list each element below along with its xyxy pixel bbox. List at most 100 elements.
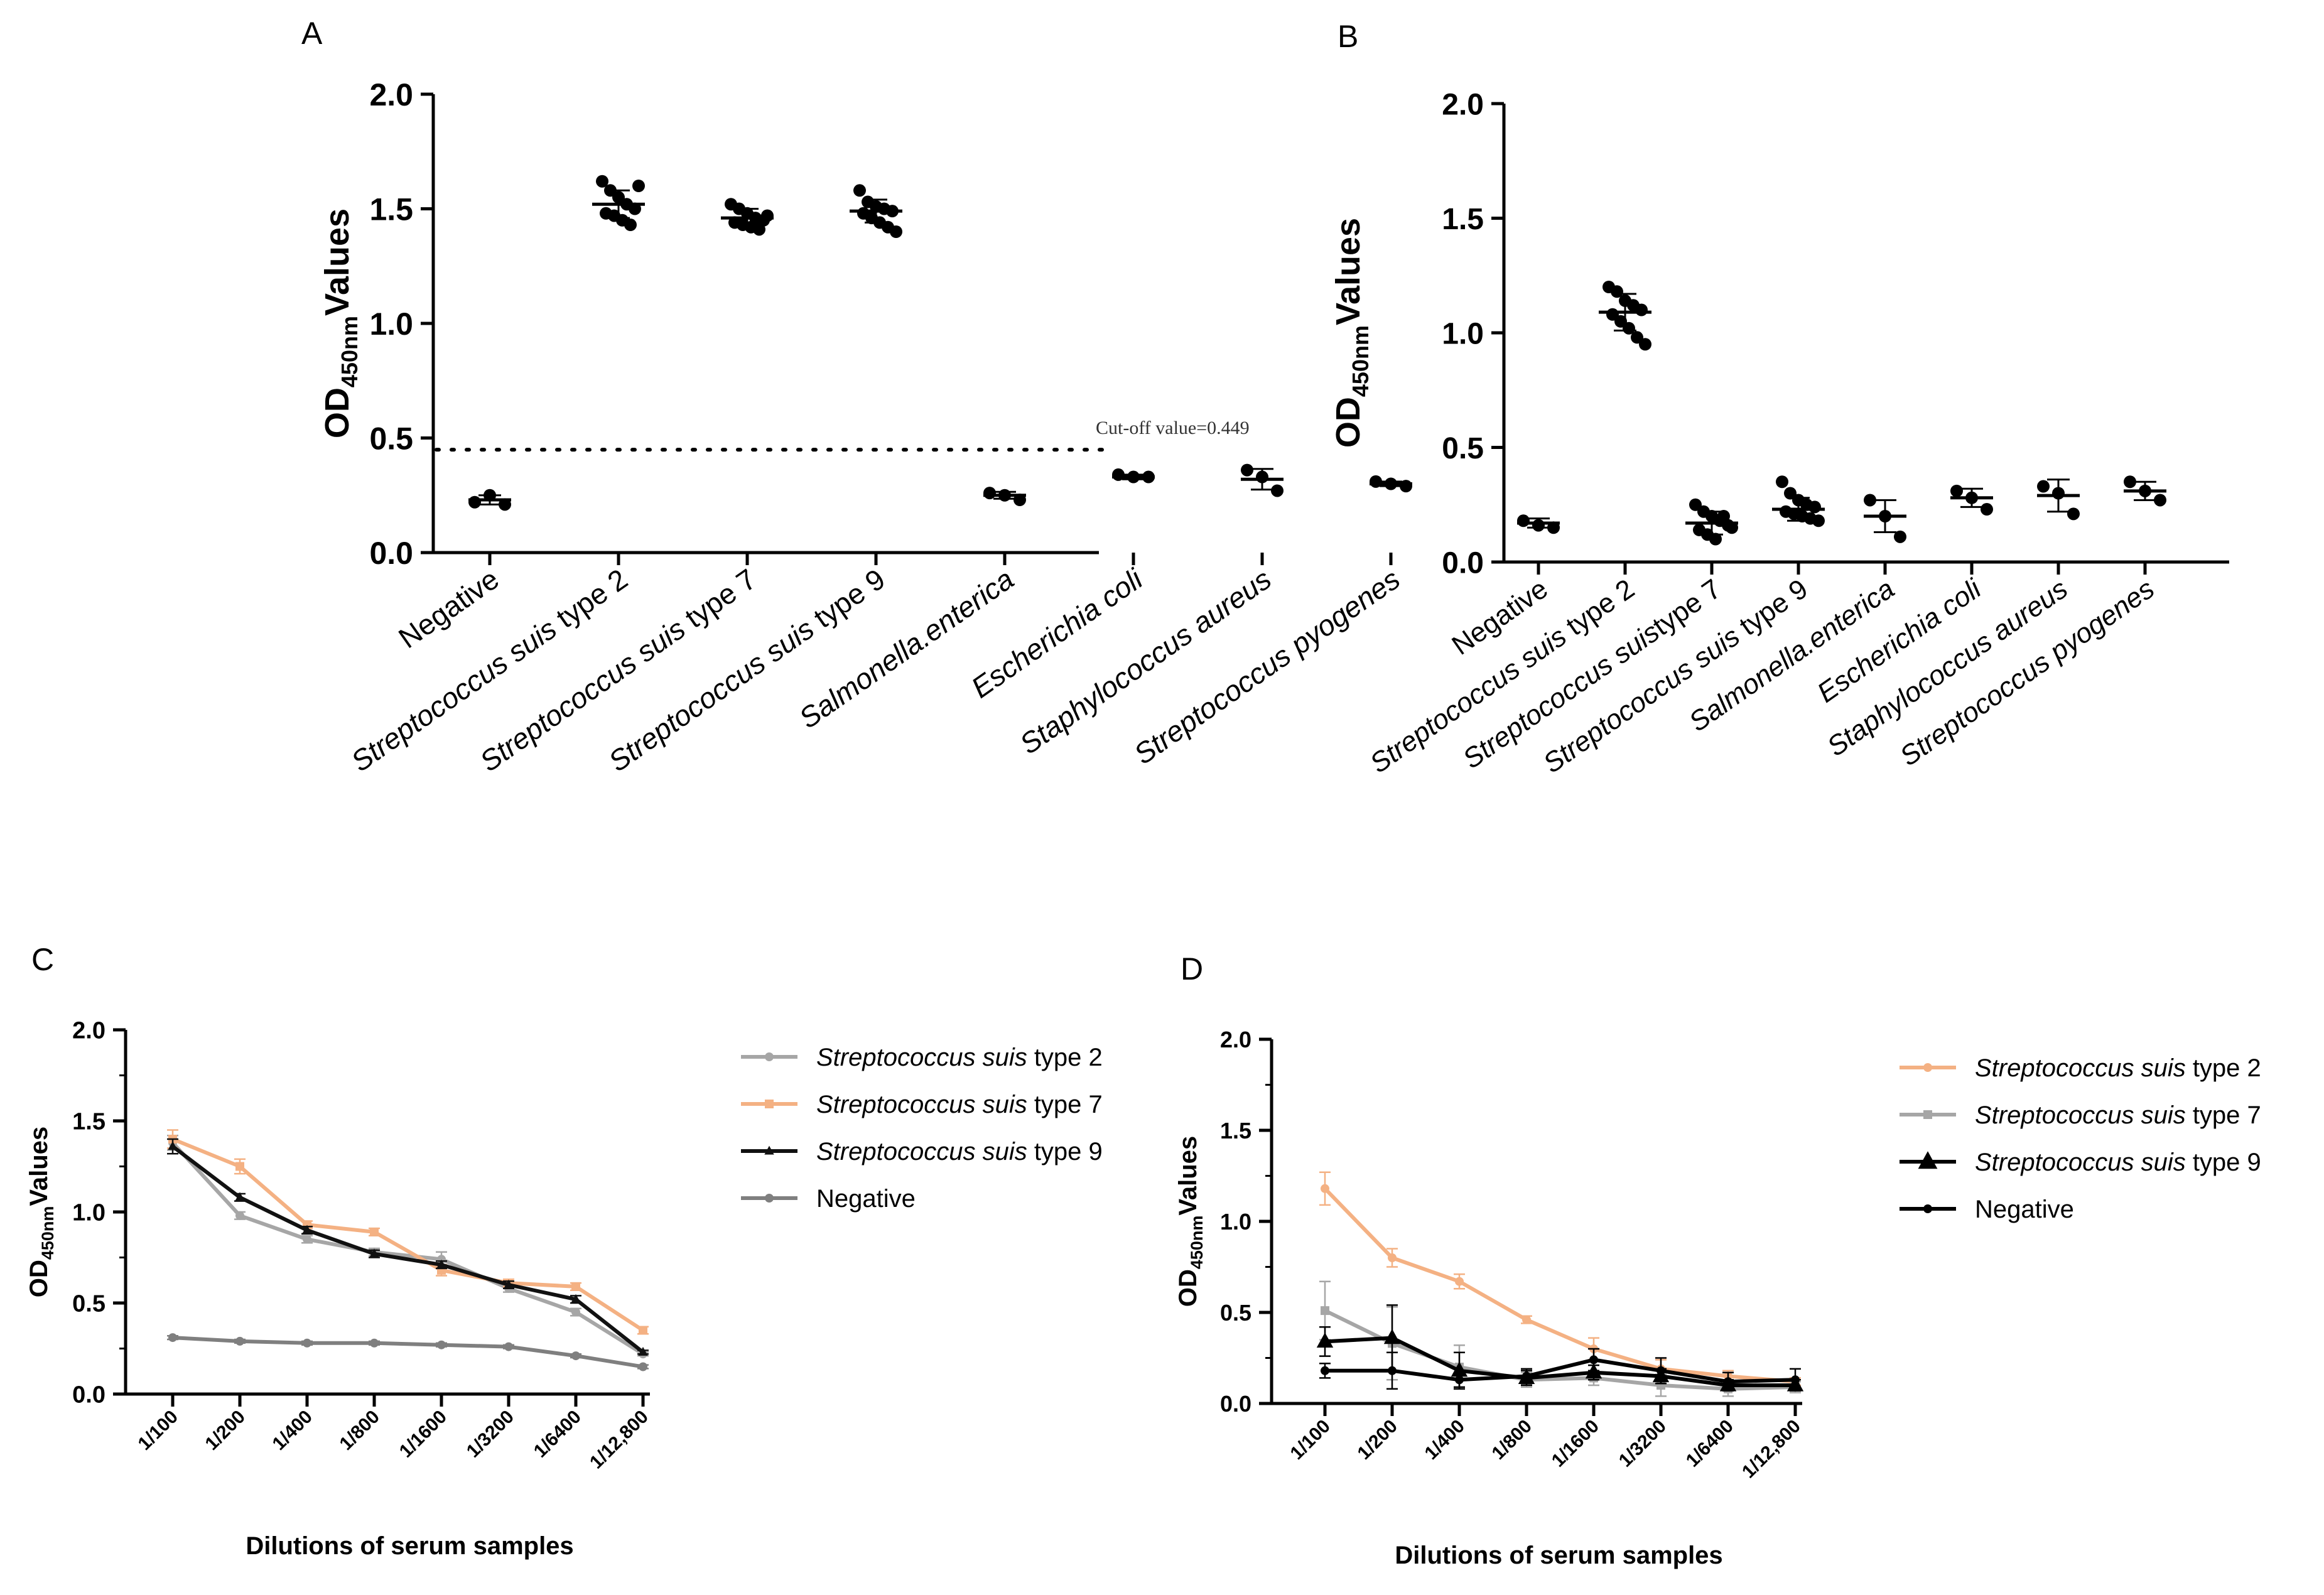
x-category-label-text: Negative	[392, 563, 505, 655]
y-tick-label: 2.0	[369, 77, 413, 112]
series-marker	[303, 1338, 311, 1348]
x-category-label: 1/800	[336, 1407, 384, 1454]
y-tick-label: 0.0	[72, 1382, 105, 1408]
y-axis-label-main: OD	[25, 1260, 53, 1297]
legend-marker	[1923, 1110, 1932, 1119]
legend-marker	[1918, 1151, 1938, 1169]
data-point	[1112, 468, 1125, 481]
panel-letter: A	[301, 16, 323, 51]
data-point	[2067, 507, 2080, 521]
legend-label: Negative	[1975, 1196, 2074, 1223]
data-point	[2037, 480, 2050, 493]
legend-label-rest: type 9	[1027, 1138, 1103, 1165]
legend-label: Negative	[816, 1185, 916, 1213]
series-marker	[1657, 1366, 1665, 1375]
x-category-label: 1/800	[1488, 1416, 1536, 1464]
x-category-label: 1/400	[1421, 1416, 1469, 1464]
series-marker	[504, 1279, 514, 1289]
x-category-label: Negative	[392, 563, 505, 655]
x-category-label: 1/12,800	[1738, 1416, 1805, 1483]
legend-label: Streptococcus suis type 7	[1975, 1101, 2261, 1129]
panel-letter: B	[1338, 19, 1358, 54]
series-marker	[369, 1248, 379, 1258]
y-tick-label: 1.5	[72, 1109, 105, 1135]
y-axis-label-subscript: 450nm	[337, 316, 362, 387]
data-point	[1709, 533, 1722, 546]
y-tick-label: 1.0	[72, 1200, 105, 1226]
y-tick-label: 0.0	[1442, 546, 1484, 580]
data-point	[1864, 494, 1876, 507]
data-point	[468, 495, 481, 509]
x-category-label-italic: Streptococcus suis	[474, 612, 691, 778]
legend-marker	[765, 1052, 774, 1061]
series-marker	[639, 1326, 647, 1335]
series-marker	[1589, 1355, 1598, 1365]
x-category-label-rest: type 2	[544, 563, 634, 639]
data-point	[596, 175, 608, 188]
series-marker	[1455, 1277, 1464, 1286]
data-point	[1241, 463, 1253, 477]
series-marker	[1321, 1366, 1329, 1375]
legend-marker	[765, 1194, 774, 1203]
x-category-label: 1/200	[202, 1407, 249, 1454]
legend-label-rest: type 7	[1027, 1091, 1103, 1118]
series-marker	[303, 1235, 311, 1244]
panel-c: C 0.0 0.5 1.0 1.5 2.0 OD450nmValues 1/100 1/200 1…	[25, 942, 1103, 1560]
x-category-label: 1/1600	[1548, 1416, 1603, 1471]
series-marker	[370, 1227, 379, 1236]
data-point	[1623, 322, 1635, 335]
series-marker	[1455, 1375, 1464, 1385]
series-marker	[504, 1342, 513, 1351]
series-marker	[571, 1294, 581, 1303]
x-category-label: 1/1600	[396, 1407, 451, 1462]
data-point	[1981, 503, 1993, 516]
x-category-label: 1/6400	[1682, 1416, 1738, 1471]
y-tick-label: 1.5	[1442, 203, 1484, 236]
series-line	[171, 1145, 644, 1354]
x-category-label: Salmonella.enterica	[793, 563, 1020, 735]
series-marker	[1724, 1377, 1732, 1387]
legend-marker	[1923, 1063, 1932, 1072]
y-tick-label: 0.5	[1220, 1300, 1251, 1326]
legend-label-text: Negative	[1975, 1196, 2074, 1223]
x-axis-label: Dilutions of serum samples	[246, 1532, 573, 1560]
y-axis-label-main: OD	[318, 387, 356, 438]
series-2	[167, 1129, 649, 1335]
data-point	[1611, 285, 1623, 298]
x-category-label: 1/100	[1287, 1416, 1334, 1464]
x-category-label: 1/3200	[463, 1407, 518, 1462]
legend-label: Streptococcus suis type 7	[816, 1091, 1103, 1118]
legend-label: Streptococcus suis type 2	[816, 1044, 1103, 1071]
data-point	[1950, 484, 1963, 497]
legend-label-italic: Streptococcus suis	[1975, 1101, 2186, 1129]
y-tick-label: 0.5	[1442, 432, 1484, 465]
data-point	[1271, 484, 1284, 497]
series-marker	[235, 1336, 244, 1346]
series-4	[167, 1333, 649, 1371]
series-3	[167, 1138, 649, 1356]
series-marker	[235, 1192, 245, 1201]
series-marker	[168, 1333, 177, 1343]
series-marker	[1522, 1315, 1531, 1324]
y-tick-label: 0.0	[1220, 1391, 1251, 1417]
x-category-label: 1/3200	[1615, 1416, 1670, 1471]
series-marker	[1388, 1253, 1397, 1262]
x-category-label-text: Salmonella.enterica	[793, 563, 1020, 735]
series-marker	[436, 1259, 446, 1268]
series-marker	[571, 1307, 580, 1317]
legend-label-rest: type 2	[2186, 1054, 2261, 1082]
data-point	[624, 219, 637, 232]
data-point	[983, 487, 996, 500]
data-point	[1532, 519, 1545, 532]
data-point	[2052, 487, 2065, 500]
data-point	[753, 223, 765, 236]
x-category-label-italic: Streptococcus suis	[603, 612, 820, 778]
series-marker	[370, 1338, 379, 1348]
data-point	[1370, 475, 1382, 488]
data-point	[1400, 480, 1412, 493]
series-marker	[302, 1225, 312, 1234]
cutoff-label: Cut-off value=0.449	[1096, 418, 1250, 438]
data-point	[1808, 500, 1821, 514]
series-marker	[571, 1282, 580, 1291]
